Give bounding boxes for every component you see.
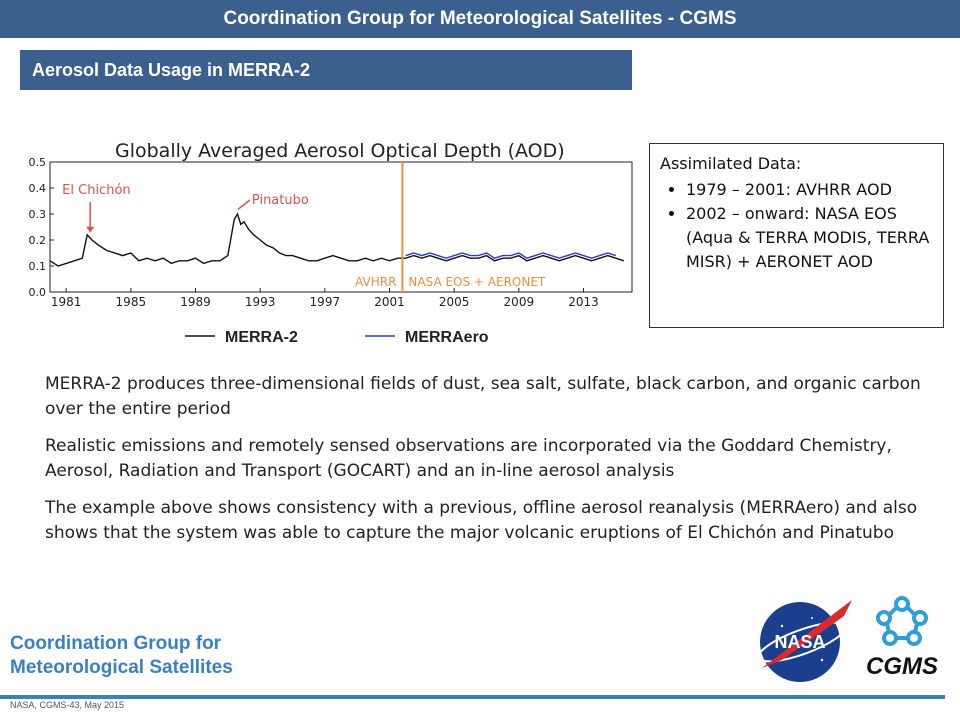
legend-label-merraero: MERRAero xyxy=(405,329,489,346)
legend-label-merra2: MERRA-2 xyxy=(225,329,298,346)
body-paragraph: Realistic emissions and remotely sensed … xyxy=(45,436,892,481)
chart-title: Globally Averaged Aerosol Optical Depth … xyxy=(115,140,565,162)
y-tick-label: 0.2 xyxy=(29,234,47,247)
annotation-arrowhead-el-chichon xyxy=(86,226,95,233)
y-tick-label: 0.4 xyxy=(29,182,47,195)
x-tick-label: 1993 xyxy=(245,295,276,309)
footer-org-line2: Meteorological Satellites xyxy=(10,657,233,678)
section-title-bar: Aerosol Data Usage in MERRA-2 xyxy=(20,50,632,90)
section-title: Aerosol Data Usage in MERRA-2 xyxy=(32,59,311,80)
assimilated-data-box: Assimilated Data: 1979 – 2001: AVHRR AOD… xyxy=(649,143,944,328)
series-line-merra-2 xyxy=(49,212,625,267)
x-tick-label: 1981 xyxy=(51,295,82,309)
x-tick-label: 2005 xyxy=(439,295,470,309)
body-text: MERRA-2 produces three-dimensional field… xyxy=(45,372,925,558)
chart-svg: 0.0 0.1 0.2 0.3 0.4 0.5 1981 1985 1989 1993 1997 20… xyxy=(29,156,633,346)
x-tick-label: 1985 xyxy=(116,295,147,309)
aod-chart: Globally Averaged Aerosol Optical Depth … xyxy=(20,130,640,350)
x-tick-label: 1997 xyxy=(310,295,341,309)
plot-frame xyxy=(49,161,633,293)
assimilated-item: 2002 – onward: NASA EOS (Aqua & TERRA MO… xyxy=(686,202,933,274)
divider-left-label: AVHRR xyxy=(355,275,396,289)
y-tick-label: 0.5 xyxy=(29,156,47,169)
annotation-el-chichon: El Chichón xyxy=(62,183,130,198)
nasa-logo-text: NASA xyxy=(774,632,825,652)
x-tick-label: 1989 xyxy=(180,295,211,309)
footer-org-line1: Coordination Group for xyxy=(10,633,222,654)
body-paragraph: MERRA-2 produces three-dimensional field… xyxy=(45,374,921,419)
cgms-logo-text: CGMS xyxy=(866,653,938,680)
series-line-merraero xyxy=(405,252,617,259)
assimilated-list: 1979 – 2001: AVHRR AOD 2002 – onward: NA… xyxy=(660,178,933,274)
footer-note: NASA, CGMS-43, May 2015 xyxy=(10,700,125,710)
y-tick-label: 0.0 xyxy=(29,286,47,299)
cgms-logo: CGMS xyxy=(866,596,938,680)
assimilated-title: Assimilated Data: xyxy=(660,154,802,173)
footer-org-name: Coordination Group for Meteorological Sa… xyxy=(10,632,233,680)
x-tick-label: 2001 xyxy=(374,295,405,309)
banner-title: Coordination Group for Meteorological Sa… xyxy=(223,8,737,29)
nasa-logo: NASA xyxy=(757,600,852,682)
divider-right-label: NASA EOS + AERONET xyxy=(408,275,546,289)
annotation-arrow-pinatubo xyxy=(237,199,251,210)
x-tick-label: 2009 xyxy=(504,295,535,309)
body-paragraph: The example above shows consistency with… xyxy=(45,498,918,543)
annotation-pinatubo: Pinatubo xyxy=(252,193,309,208)
y-tick-label: 0.1 xyxy=(29,260,47,273)
top-banner: Coordination Group for Meteorological Sa… xyxy=(0,0,960,38)
footer-divider xyxy=(0,695,945,699)
x-tick-label: 2013 xyxy=(568,295,599,309)
assimilated-item: 1979 – 2001: AVHRR AOD xyxy=(686,178,933,202)
y-tick-label: 0.3 xyxy=(29,208,47,221)
